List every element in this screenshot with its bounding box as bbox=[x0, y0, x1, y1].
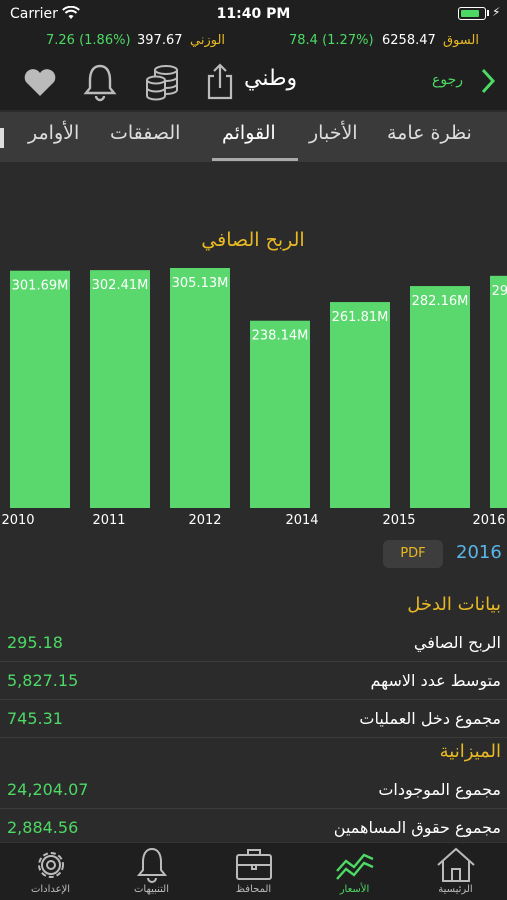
active-tab-indicator bbox=[212, 158, 298, 161]
tab-scroll-edge bbox=[0, 128, 4, 148]
bell-icon bbox=[136, 847, 168, 883]
chart-bar-2010 bbox=[10, 270, 70, 508]
coins-icon[interactable] bbox=[142, 60, 186, 104]
chart-data-label: 238.14M bbox=[252, 329, 309, 344]
wifi-icon bbox=[62, 6, 80, 19]
chart-line-icon bbox=[336, 853, 374, 880]
table-row: الربح الصافي 295.18 bbox=[0, 625, 507, 662]
row-value: 5,827.15 bbox=[7, 671, 79, 690]
row-value: 2,884.56 bbox=[7, 818, 79, 837]
weighted-change: 7.26 (1.86%) bbox=[46, 33, 131, 48]
chart-data-label: 301.69M bbox=[12, 279, 69, 294]
table-row: متوسط عدد الاسهم 5,827.15 bbox=[0, 663, 507, 700]
bell-icon[interactable] bbox=[78, 60, 122, 104]
chart-x-tick-label: 2014 bbox=[285, 513, 318, 528]
weighted-value: 397.67 bbox=[137, 33, 183, 48]
tab-statements[interactable]: القوائم bbox=[222, 122, 276, 144]
chart-x-tick-label: 2015 bbox=[382, 513, 415, 528]
chart-data-label: 295.18M bbox=[492, 284, 507, 299]
market-value: 6258.47 bbox=[382, 33, 436, 48]
chevron-right-icon bbox=[481, 68, 496, 94]
back-button[interactable]: رجوع bbox=[432, 64, 500, 98]
row-value: 745.31 bbox=[7, 709, 63, 728]
tab-overview[interactable]: نظرة عامة bbox=[387, 122, 472, 144]
chart-x-tick-label: 2012 bbox=[188, 513, 221, 528]
bottom-tab-bar: الإعدادات التنبيهات المحافظ الأسعار الرئ… bbox=[0, 842, 507, 900]
battery-cap bbox=[487, 10, 489, 16]
chart-bar-2014 bbox=[330, 302, 390, 508]
tabbar-label: الإعدادات bbox=[30, 884, 71, 895]
tabbar-home[interactable]: الرئيسية bbox=[405, 843, 506, 900]
briefcase-icon bbox=[236, 849, 272, 880]
market-label: السوق bbox=[443, 33, 479, 48]
row-label: مجموع دخل العمليات bbox=[359, 709, 501, 728]
battery-icon bbox=[458, 7, 486, 20]
carrier-label: Carrier bbox=[10, 6, 58, 22]
tabbar-alerts[interactable]: التنبيهات bbox=[101, 843, 202, 900]
chart-x-tick-label: 2010 bbox=[1, 513, 34, 528]
chart-bar-2013 bbox=[250, 320, 310, 508]
row-label: متوسط عدد الاسهم bbox=[370, 671, 502, 690]
pdf-button[interactable]: PDF bbox=[383, 540, 443, 568]
net-profit-chart: الربح الصافي 301.69M 302.41M 305.13M 238.14M… bbox=[0, 162, 507, 537]
tab-orders[interactable]: الأوامر bbox=[28, 122, 80, 144]
favorite-heart-icon[interactable] bbox=[18, 60, 62, 104]
table-row: مجموع الموجودات 24,204.07 bbox=[0, 772, 507, 809]
market-change: 78.4 (1.27%) bbox=[289, 33, 374, 48]
row-value: 295.18 bbox=[7, 633, 63, 652]
chart-data-label: 282.16M bbox=[412, 294, 469, 309]
chart-data-label: 302.41M bbox=[92, 278, 149, 293]
tabbar-label: الأسعار bbox=[339, 884, 370, 895]
chart-bar-2011 bbox=[90, 270, 150, 508]
tab-deals[interactable]: الصفقات bbox=[110, 122, 181, 144]
income-section-title: بيانات الدخل bbox=[407, 594, 501, 615]
tabbar-label: التنبيهات bbox=[134, 884, 169, 895]
tabbar-label: الرئيسية bbox=[438, 884, 473, 895]
market-ticker: 7.26 (1.86%) 397.67 الوزني 78.4 (1.27%) … bbox=[0, 28, 507, 54]
chart-bar-2015 bbox=[410, 286, 470, 508]
chart-x-tick-label: 2011 bbox=[92, 513, 125, 528]
status-bar: Carrier 11:40 PM ⚡ bbox=[0, 0, 507, 28]
stock-toolbar: وطني رجوع bbox=[0, 54, 507, 110]
tab-news[interactable]: الأخبار bbox=[309, 122, 358, 144]
tabbar-prices[interactable]: الأسعار bbox=[304, 843, 405, 900]
stock-tabs: نظرة عامة الأخبار القوائم الصفقات الأوام… bbox=[0, 112, 507, 162]
gear-icon bbox=[38, 852, 64, 878]
row-label: مجموع الموجودات bbox=[378, 780, 501, 799]
chart-x-tick-label: 2016 bbox=[472, 513, 505, 528]
chart-bar-2012 bbox=[170, 268, 230, 508]
row-label: مجموع حقوق المساهمين bbox=[333, 818, 501, 837]
tabbar-label: المحافظ bbox=[235, 884, 272, 895]
charging-icon: ⚡ bbox=[492, 5, 501, 19]
chart-data-label: 261.81M bbox=[332, 310, 389, 325]
chart-svg: الربح الصافي 301.69M 302.41M 305.13M 238.14M… bbox=[1, 229, 507, 528]
statement-year-row: PDF 2016 bbox=[0, 540, 507, 570]
tabbar-portfolios[interactable]: المحافظ bbox=[203, 843, 304, 900]
weighted-label: الوزني bbox=[190, 33, 226, 48]
share-icon[interactable] bbox=[198, 60, 242, 104]
balance-section-title: الميزانية bbox=[439, 741, 501, 762]
table-row: مجموع دخل العمليات 745.31 bbox=[0, 701, 507, 738]
home-icon bbox=[437, 847, 475, 882]
statement-year: 2016 bbox=[456, 542, 502, 563]
stock-name: وطني bbox=[244, 66, 298, 91]
chart-title: الربح الصافي bbox=[201, 229, 304, 251]
tabbar-settings[interactable]: الإعدادات bbox=[0, 843, 101, 900]
chart-bar-2016 bbox=[490, 275, 507, 508]
row-value: 24,204.07 bbox=[7, 780, 89, 799]
chart-data-label: 305.13M bbox=[172, 276, 229, 291]
clock: 11:40 PM bbox=[216, 6, 291, 22]
row-label: الربح الصافي bbox=[413, 633, 501, 652]
back-label: رجوع bbox=[432, 72, 464, 88]
